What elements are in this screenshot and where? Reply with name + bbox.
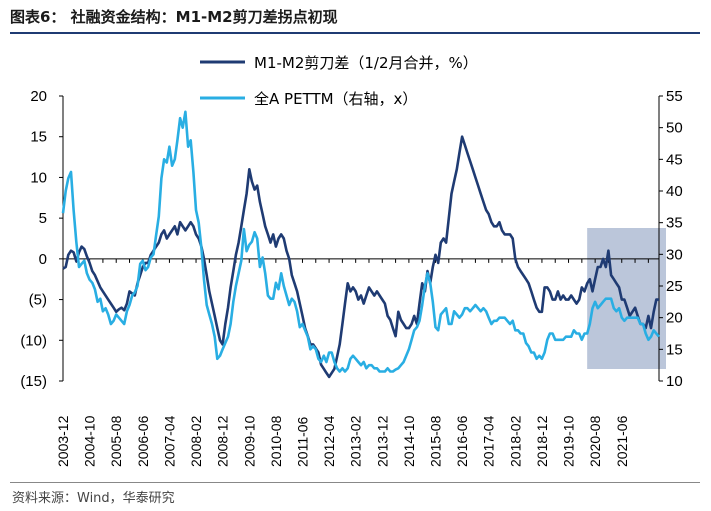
right-axis-tick-label: 10 <box>666 373 683 390</box>
x-axis-tick-label: 2020-08 <box>587 415 603 467</box>
dual-axis-line-chart: (15) (10) (5) 0 5 10 15 20 10 15 20 25 30 35 40 45 50 55 2… <box>0 0 711 511</box>
x-axis-tick-label: 2003-12 <box>55 415 71 467</box>
x-axis-tick-label: 2004-10 <box>82 415 98 467</box>
left-axis-tick-label: 15 <box>30 129 47 146</box>
right-axis-tick-label: 25 <box>666 278 683 295</box>
legend-label: M1-M2剪刀差（1/2月合并，%） <box>254 54 478 72</box>
legend-label: 全A PETTM（右轴，x） <box>254 90 417 108</box>
x-axis-tick-label: 2016-06 <box>454 415 470 467</box>
x-axis-tick-label: 2021-06 <box>614 415 630 467</box>
left-axis-tick-label: (10) <box>20 332 47 349</box>
right-axis-tick-label: 40 <box>666 183 683 200</box>
right-axis-tick-label: 35 <box>666 215 683 232</box>
right-axis-tick-label: 55 <box>666 88 683 105</box>
left-axis-tick-label: 0 <box>39 251 47 268</box>
x-axis-tick-label: 2011-06 <box>294 416 310 467</box>
source-divider <box>10 482 700 483</box>
left-axis-tick-label: 10 <box>30 169 47 186</box>
left-axis-tick-label: (15) <box>20 373 47 390</box>
x-axis-tick-label: 2008-12 <box>215 415 231 467</box>
x-axis-tick-label: 2006-06 <box>135 415 151 467</box>
source-note: 资料来源：Wind，华泰研究 <box>12 487 175 506</box>
x-axis-tick-label: 2013-02 <box>348 415 364 467</box>
left-axis-tick-label: 20 <box>30 88 47 105</box>
right-axis-tick-label: 45 <box>666 151 683 168</box>
x-axis-tick-label: 2017-04 <box>481 415 497 467</box>
highlight-region <box>587 228 666 369</box>
x-axis-tick-label: 2007-04 <box>161 415 177 467</box>
x-axis-tick-label: 2010-08 <box>268 415 284 467</box>
x-axis-tick-label: 2018-12 <box>534 415 550 467</box>
right-axis-tick-label: 50 <box>666 120 683 137</box>
pe-ttm-line <box>63 112 659 372</box>
right-axis-tick-label: 15 <box>666 341 683 358</box>
x-axis-tick-label: 2008-02 <box>188 415 204 467</box>
x-axis-tick-label: 2018-02 <box>507 415 523 467</box>
x-axis-tick-label: 2014-10 <box>401 415 417 467</box>
x-axis-tick-label: 2019-10 <box>561 415 577 467</box>
x-axis-tick-label: 2013-12 <box>374 415 390 467</box>
right-axis-tick-label: 20 <box>666 310 683 327</box>
left-axis-tick-label: 5 <box>39 210 47 227</box>
x-axis-tick-label: 2012-04 <box>321 415 337 467</box>
x-axis-tick-label: 2005-08 <box>108 415 124 467</box>
right-axis-tick-label: 30 <box>666 246 683 263</box>
left-axis-tick-label: (5) <box>29 292 47 309</box>
x-axis-tick-label: 2009-10 <box>241 415 257 467</box>
x-axis-tick-label: 2015-08 <box>428 415 444 467</box>
